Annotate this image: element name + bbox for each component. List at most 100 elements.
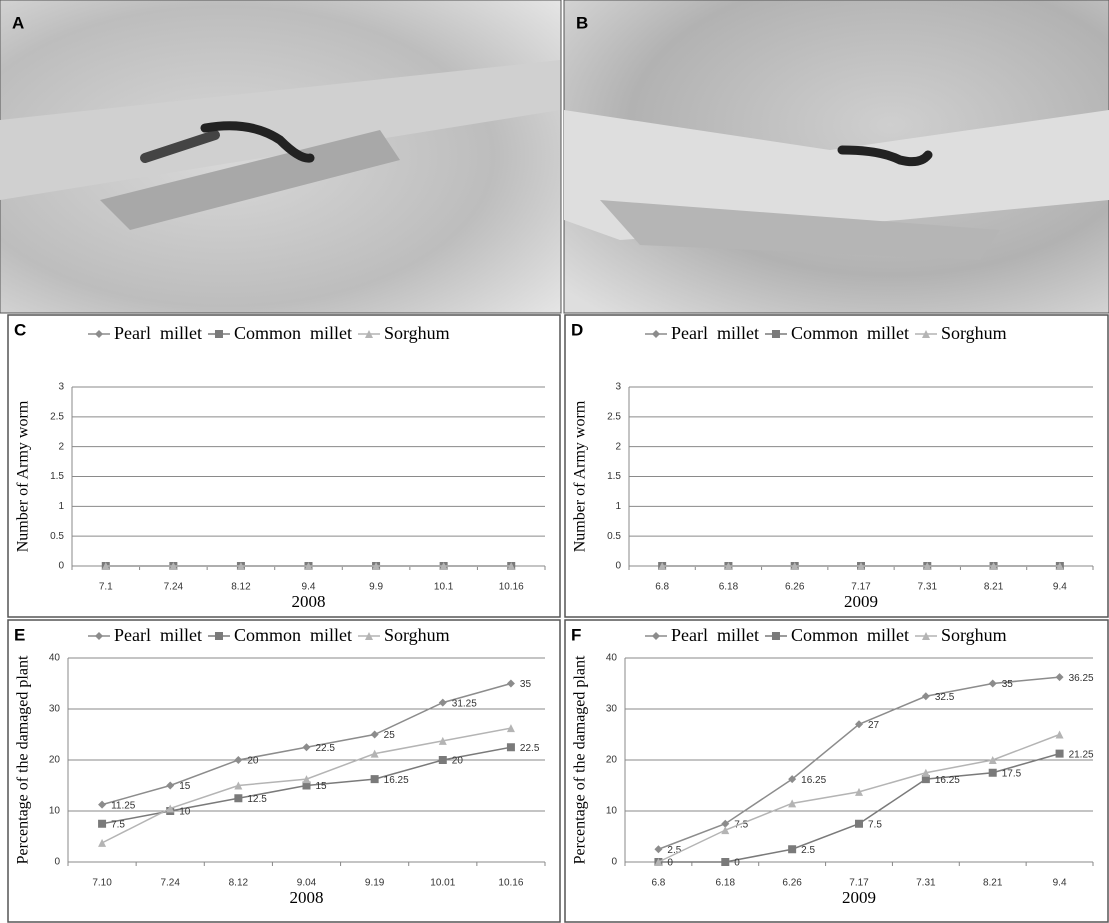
- legend-label: Common millet: [791, 323, 909, 343]
- marker: [1055, 730, 1064, 739]
- marker: [98, 838, 107, 847]
- data-label: 16.25: [935, 775, 960, 786]
- chart-panel: E 0 10 20 30 40 7.10 7.24 8.12 9.04 9.19 10.01 10.16…: [7, 619, 561, 923]
- x-tick-label: 8.21: [983, 878, 1003, 889]
- x-tick-label: 7.17: [851, 582, 871, 593]
- x-tick-label: 9.9: [369, 582, 383, 593]
- y-axis-label: Number of Army worm: [15, 400, 32, 552]
- marker: [857, 562, 865, 570]
- marker: [365, 632, 373, 640]
- chart-panel: D 0 0.5 1 1.5 2 2.5 3 6.8 6.18 6.26 7.17 7.31 8.21 9.4…: [564, 314, 1109, 618]
- marker: [921, 768, 930, 777]
- y-tick-label: 1.5: [50, 471, 64, 482]
- y-tick-label: 40: [606, 653, 618, 664]
- y-tick-label: 2: [58, 441, 64, 452]
- y-tick-label: 10: [49, 806, 61, 817]
- marker: [788, 775, 797, 784]
- data-label: 16.25: [801, 775, 826, 786]
- marker: [721, 826, 730, 835]
- data-label: 22.5: [520, 743, 540, 754]
- data-label: 7.5: [868, 819, 882, 830]
- marker: [166, 781, 175, 790]
- y-tick-label: 40: [49, 653, 61, 664]
- legend-label: Sorghum: [384, 323, 450, 343]
- marker: [98, 800, 107, 809]
- marker: [989, 562, 998, 570]
- marker: [234, 794, 243, 803]
- marker: [234, 781, 243, 790]
- y-tick-label: 3: [615, 382, 621, 393]
- y-axis-label: Percentage of the damaged plant: [572, 655, 589, 864]
- data-label: 0: [667, 858, 673, 869]
- y-tick-label: 10: [606, 806, 618, 817]
- marker: [855, 787, 863, 796]
- series-line: [658, 733, 1060, 863]
- marker: [236, 562, 245, 570]
- legend-label: Pearl millet: [114, 323, 202, 343]
- marker: [214, 632, 223, 640]
- marker: [365, 330, 373, 338]
- leaf: [600, 200, 1000, 260]
- marker: [101, 562, 110, 570]
- legend-label: Common millet: [234, 625, 352, 645]
- x-tick-label: 9.19: [365, 878, 385, 889]
- marker: [506, 724, 515, 733]
- data-label: 27: [868, 720, 880, 731]
- data-label: 35: [1002, 679, 1014, 690]
- data-label: 12.5: [247, 794, 267, 805]
- marker: [855, 720, 863, 729]
- y-tick-label: 2.5: [607, 411, 621, 422]
- y-tick-label: 0: [615, 561, 621, 572]
- marker: [1055, 673, 1064, 682]
- y-tick-label: 1: [615, 501, 621, 512]
- y-tick-label: 20: [606, 755, 618, 766]
- leaf: [564, 110, 1109, 240]
- x-tick-label: 7.31: [918, 582, 938, 593]
- data-label: 20: [247, 756, 259, 767]
- panel-label: D: [571, 320, 583, 339]
- marker: [95, 330, 103, 338]
- y-tick-label: 0: [54, 857, 60, 868]
- marker: [654, 845, 663, 854]
- marker: [370, 730, 379, 739]
- panel-frame: [7, 619, 561, 923]
- marker: [855, 819, 863, 828]
- marker: [988, 679, 997, 688]
- marker: [95, 632, 103, 640]
- chart-panel: C 0 0.5 1 1.5 2 2.5 3 7.1 7.24 8.12 9.4 9.9 10.1 10.16…: [7, 314, 561, 618]
- data-label: 2.5: [667, 845, 681, 856]
- data-label: 7.5: [734, 819, 748, 830]
- y-tick-label: 0: [611, 857, 617, 868]
- x-axis-label: 2008: [290, 888, 324, 907]
- x-tick-label: 7.17: [849, 878, 869, 889]
- marker: [721, 858, 730, 866]
- data-label: 21.25: [1069, 749, 1094, 760]
- y-axis-label: Number of Army worm: [572, 400, 589, 552]
- panel-frame: [564, 314, 1109, 618]
- x-tick-label: 10.1: [434, 582, 454, 593]
- panel-label: A: [12, 13, 24, 32]
- x-axis-label: 2009: [844, 592, 878, 611]
- x-tick-label: 6.18: [716, 878, 736, 889]
- data-label: 15: [179, 781, 191, 792]
- x-tick-label: 6.8: [655, 582, 669, 593]
- marker: [438, 736, 447, 745]
- marker: [438, 698, 447, 707]
- x-tick-label: 6.26: [782, 878, 802, 889]
- x-tick-label: 10.01: [430, 878, 455, 889]
- marker: [304, 562, 313, 570]
- series-line: [658, 752, 1060, 863]
- legend-label: Sorghum: [384, 625, 450, 645]
- marker: [771, 632, 780, 640]
- data-label: 10: [179, 807, 191, 818]
- x-tick-label: 10.16: [498, 878, 523, 889]
- marker: [922, 632, 930, 640]
- marker: [1055, 749, 1064, 758]
- data-label: 35: [520, 679, 532, 690]
- marker: [652, 330, 660, 338]
- y-axis-label: Percentage of the damaged plant: [15, 655, 32, 864]
- data-label: 20: [452, 756, 464, 767]
- photo-a: A: [0, 0, 562, 314]
- y-tick-label: 0.5: [50, 531, 64, 542]
- marker: [771, 330, 780, 338]
